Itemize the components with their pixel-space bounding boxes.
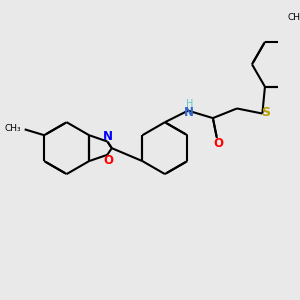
Text: O: O xyxy=(103,154,113,167)
Text: H: H xyxy=(186,99,194,109)
Text: CH₃: CH₃ xyxy=(4,124,21,133)
Text: O: O xyxy=(214,137,224,150)
Text: N: N xyxy=(184,106,194,119)
Text: CH₃: CH₃ xyxy=(287,13,300,22)
Text: S: S xyxy=(261,106,270,119)
Text: N: N xyxy=(103,130,113,143)
